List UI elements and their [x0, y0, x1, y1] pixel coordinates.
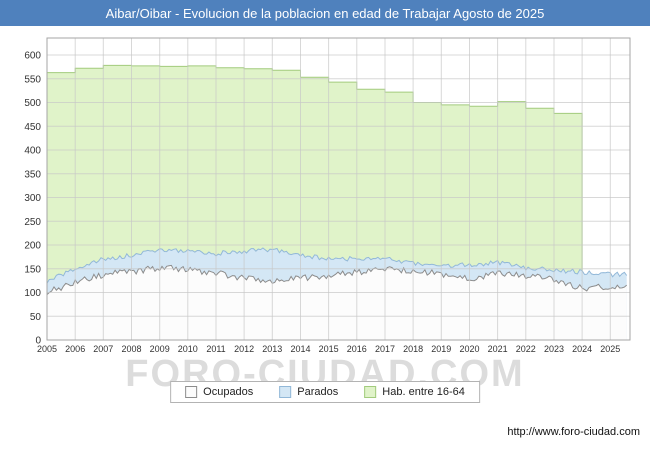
- footer-url[interactable]: http://www.foro-ciudad.com: [507, 426, 640, 438]
- y-axis-labels: 0 50 100 150 200 250 300 350 400 450 500 550 600: [24, 51, 41, 347]
- x-tick-label: 2017: [375, 344, 395, 354]
- legend-label-ocupados: Ocupados: [203, 386, 254, 398]
- x-tick-label: 2009: [150, 344, 170, 354]
- legend-label-hab-entre-16-64: Hab. entre 16-64: [382, 386, 465, 398]
- legend-item-parados: Parados: [279, 386, 338, 398]
- x-tick-label: 2019: [431, 344, 451, 354]
- y-tick-label: 50: [30, 312, 42, 323]
- chart-title: Aibar/Oibar - Evolucion de la poblacion …: [105, 5, 545, 21]
- chart-areas: [46, 64, 628, 341]
- x-tick-label: 2016: [347, 344, 367, 354]
- chart-gridlines: [46, 38, 630, 340]
- legend-swatch-ocupados: [185, 386, 198, 398]
- x-tick-label: 2008: [121, 344, 141, 354]
- x-tick-label: 2024: [572, 344, 592, 354]
- x-tick-label: 2014: [290, 344, 310, 354]
- y-tick-label: 450: [24, 122, 41, 133]
- y-tick-label: 0: [35, 336, 41, 347]
- population-area-chart: 0 50 100 150 200 250 300 350 400 450 500 550 600 200…: [24, 37, 631, 354]
- x-tick-label: 2010: [178, 344, 198, 354]
- x-tick-label: 2020: [459, 344, 479, 354]
- line-ocupados: [46, 264, 628, 295]
- legend-item-hab-entre-16-64: Hab. entre 16-64: [364, 386, 465, 398]
- y-tick-label: 350: [24, 169, 41, 180]
- x-tick-label: 2012: [234, 344, 254, 354]
- x-tick-label: 2013: [262, 344, 282, 354]
- legend-swatch-parados: [279, 386, 292, 398]
- y-tick-label: 200: [24, 241, 41, 252]
- x-tick-label: 2006: [65, 344, 85, 354]
- area-ocupados: [47, 265, 627, 340]
- plot-border: [46, 37, 631, 341]
- y-tick-label: 550: [24, 74, 41, 85]
- x-tick-label: 2007: [93, 344, 113, 354]
- y-tick-label: 300: [24, 193, 41, 204]
- x-tick-label: 2005: [37, 344, 57, 354]
- legend-swatch-hab-entre-16-64: [364, 386, 377, 398]
- y-tick-label: 250: [24, 217, 41, 228]
- y-tick-label: 600: [24, 51, 41, 62]
- x-tick-label: 2023: [544, 344, 564, 354]
- x-tick-label: 2011: [206, 344, 225, 354]
- x-tick-label: 2021: [488, 344, 508, 354]
- x-tick-label: 2022: [516, 344, 536, 354]
- title-bar: Aibar/Oibar - Evolucion de la poblacion …: [0, 0, 650, 26]
- x-tick-label: 2018: [403, 344, 423, 354]
- y-tick-label: 100: [24, 288, 41, 299]
- y-tick-label: 150: [24, 264, 41, 275]
- chart-legend: Ocupados Parados Hab. entre 16-64: [170, 381, 480, 403]
- y-tick-label: 400: [24, 146, 41, 157]
- legend-label-parados: Parados: [297, 386, 339, 398]
- x-tick-label: 2025: [600, 344, 620, 354]
- x-tick-label: 2015: [319, 344, 339, 354]
- x-axis-labels: 2005 2006 2007 2008 2009 2010 2011 2012 2013 2014…: [37, 344, 620, 354]
- legend-item-ocupados: Ocupados: [185, 386, 253, 398]
- y-tick-label: 500: [24, 98, 41, 109]
